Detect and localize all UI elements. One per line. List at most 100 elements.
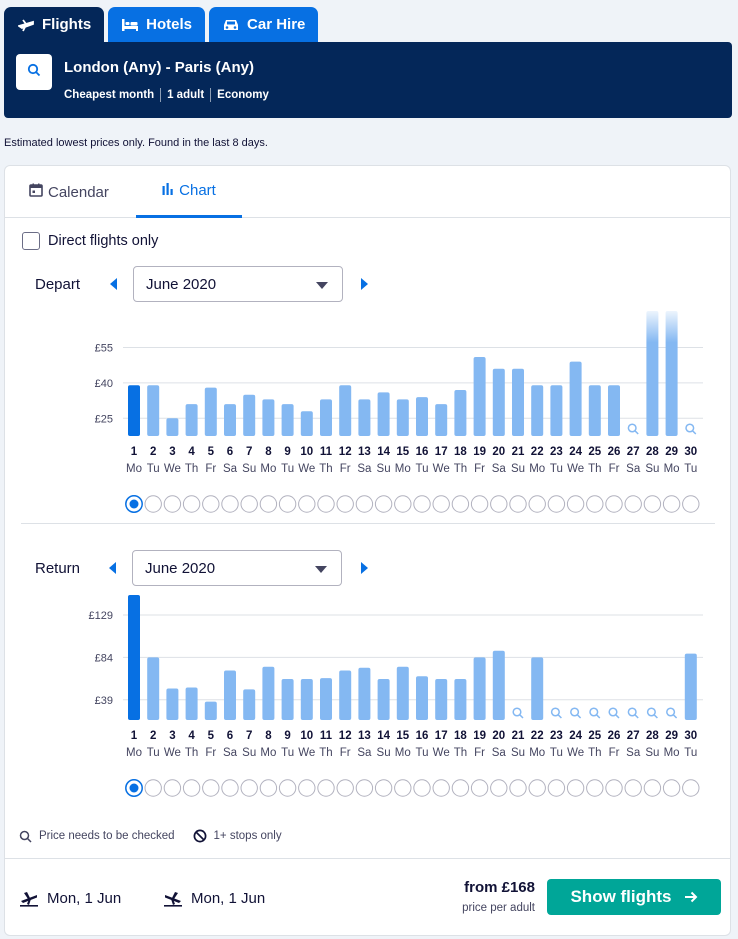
price-bar[interactable] (204, 387, 217, 436)
price-bar[interactable] (531, 385, 544, 436)
price-bar[interactable] (396, 399, 409, 436)
day-radio[interactable] (144, 779, 162, 797)
search-meta[interactable]: Cheapest month 1 adult Economy (64, 88, 275, 102)
show-flights-button[interactable]: Show flights (547, 879, 721, 915)
day-radio[interactable] (547, 495, 566, 513)
checkbox-box[interactable] (22, 232, 40, 250)
depart-prev-month[interactable] (106, 275, 120, 293)
day-radio[interactable] (298, 779, 316, 797)
day-radio[interactable] (586, 779, 604, 797)
day-radio[interactable] (662, 779, 681, 797)
price-bar[interactable] (204, 701, 217, 720)
day-radio[interactable] (509, 779, 527, 797)
price-bar[interactable] (166, 418, 179, 436)
price-bar[interactable] (435, 404, 448, 436)
day-radio[interactable] (394, 495, 412, 513)
price-bar[interactable] (569, 361, 582, 436)
price-bar[interactable] (454, 679, 467, 720)
price-bar[interactable] (243, 394, 256, 436)
price-bar[interactable] (262, 666, 275, 720)
price-bar[interactable] (339, 670, 352, 720)
day-radio[interactable] (682, 779, 700, 797)
day-radio[interactable] (451, 495, 470, 513)
price-check-icon[interactable] (685, 423, 697, 435)
price-check-icon[interactable] (550, 707, 562, 719)
price-check-icon[interactable] (608, 707, 620, 719)
day-radio[interactable] (547, 779, 566, 797)
price-bar[interactable] (512, 368, 524, 436)
depart-month-select[interactable]: June 2020 (133, 266, 343, 302)
day-radio[interactable] (470, 495, 489, 513)
price-check-icon[interactable] (570, 707, 582, 719)
day-radio[interactable] (298, 495, 316, 513)
price-bar[interactable] (128, 385, 140, 436)
day-radio[interactable] (221, 495, 239, 513)
price-bar[interactable] (435, 679, 448, 720)
price-bar[interactable] (128, 595, 140, 720)
price-bar[interactable] (224, 404, 236, 436)
day-radio[interactable] (202, 779, 220, 797)
price-bar[interactable] (320, 399, 332, 436)
day-radio[interactable] (374, 495, 393, 513)
day-radio[interactable] (432, 779, 450, 797)
price-check-icon[interactable] (627, 423, 639, 435)
day-radio[interactable] (221, 779, 239, 797)
price-bar[interactable] (300, 411, 313, 436)
day-radio[interactable] (374, 779, 393, 797)
price-bar[interactable] (147, 657, 160, 720)
price-bar[interactable] (665, 311, 678, 436)
day-radio[interactable] (413, 779, 431, 797)
price-check-icon[interactable] (666, 707, 678, 719)
search-button[interactable] (16, 54, 52, 90)
day-radio[interactable] (451, 779, 470, 797)
price-bar[interactable] (185, 404, 198, 436)
price-check-icon[interactable] (589, 707, 601, 719)
price-check-icon[interactable] (646, 707, 658, 719)
tab-car-hire[interactable]: Car Hire (209, 7, 319, 42)
day-radio[interactable] (355, 495, 374, 513)
day-radio[interactable] (566, 495, 585, 513)
price-bar[interactable] (377, 679, 390, 720)
day-radio[interactable] (643, 779, 662, 797)
day-radio[interactable] (528, 495, 546, 513)
day-radio[interactable] (336, 779, 354, 797)
price-bar[interactable] (684, 653, 697, 720)
price-bar[interactable] (281, 404, 294, 436)
price-bar[interactable] (147, 385, 160, 436)
tab-hotels[interactable]: Hotels (108, 7, 206, 42)
price-bar[interactable] (646, 311, 659, 436)
price-bar[interactable] (281, 679, 294, 720)
price-bar[interactable] (262, 399, 275, 436)
price-bar[interactable] (377, 392, 390, 436)
day-radio[interactable] (470, 779, 489, 797)
price-check-icon[interactable] (627, 707, 639, 719)
day-radio[interactable] (586, 495, 604, 513)
price-bar[interactable] (243, 689, 256, 720)
day-radio[interactable] (605, 495, 623, 513)
day-radio[interactable] (413, 495, 431, 513)
day-radio[interactable] (662, 495, 681, 513)
tab-flights[interactable]: Flights (4, 7, 105, 42)
day-radio[interactable] (566, 779, 585, 797)
direct-flights-checkbox[interactable]: Direct flights only (22, 232, 158, 250)
tab-calendar[interactable]: Calendar (29, 166, 109, 218)
day-radio[interactable] (259, 495, 278, 513)
day-radio[interactable] (624, 495, 642, 513)
day-radio[interactable] (605, 779, 623, 797)
day-radio[interactable] (182, 495, 201, 513)
price-bar[interactable] (473, 356, 486, 436)
day-radio[interactable] (682, 495, 700, 513)
day-radio[interactable] (259, 779, 278, 797)
price-bar[interactable] (531, 657, 544, 720)
day-radio[interactable] (317, 495, 335, 513)
day-radio[interactable] (509, 495, 527, 513)
price-bar[interactable] (166, 688, 179, 720)
price-bar[interactable] (550, 385, 563, 436)
day-radio[interactable] (394, 779, 412, 797)
day-radio[interactable] (432, 495, 450, 513)
price-bar[interactable] (588, 385, 601, 436)
price-bar[interactable] (224, 670, 236, 720)
price-bar[interactable] (358, 399, 371, 436)
day-radio[interactable] (490, 779, 508, 797)
price-bar[interactable] (608, 385, 620, 436)
